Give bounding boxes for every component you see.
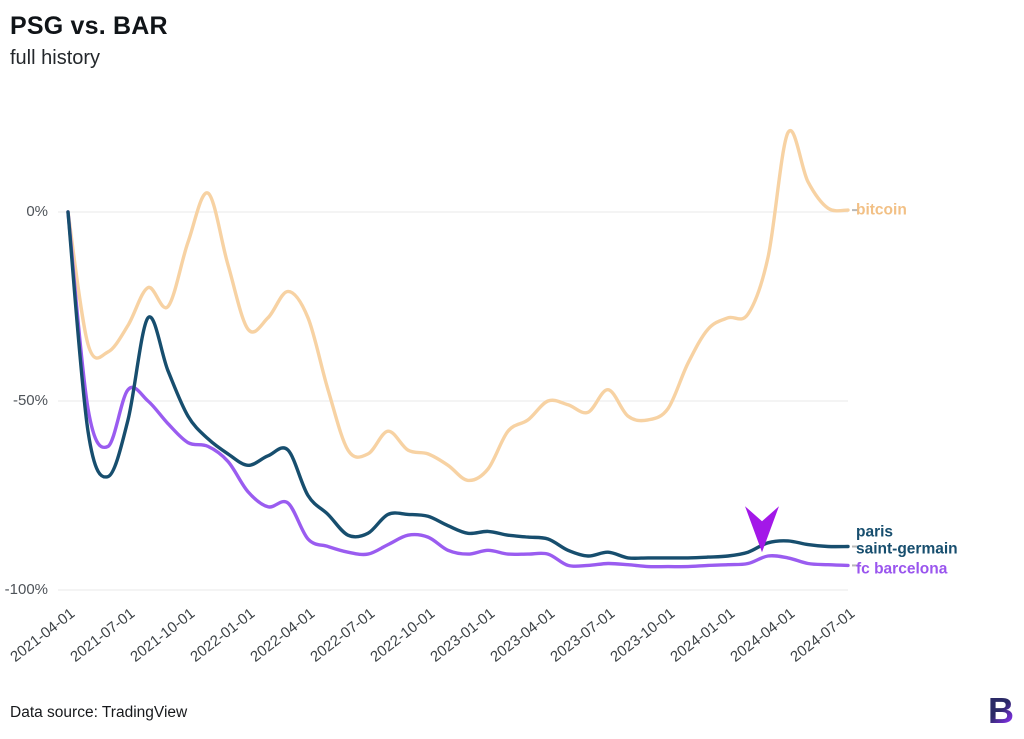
series-line-fc-barcelona (66, 210, 850, 569)
series-label-paris-saint-germain: paris saint-germain (856, 523, 958, 558)
brand-logo-b: B (988, 692, 1014, 730)
series-line-bitcoin (66, 128, 850, 483)
series-line-paris-saint-germain (66, 210, 850, 560)
y-axis-tick-label: -50% (12, 392, 48, 409)
page-subtitle: full history (10, 47, 101, 69)
series-label-fc-barcelona: fc barcelona (856, 560, 948, 578)
data-source-note: Data source: TradingView (10, 704, 188, 721)
down-arrow-annotation-icon (745, 506, 779, 553)
y-axis-tick-label: 0% (26, 203, 48, 220)
y-axis-tick-label: -100% (4, 581, 48, 598)
series-label-bitcoin: bitcoin (856, 201, 907, 219)
page-title: PSG vs. BAR (10, 12, 168, 40)
brand-logo-letter: B (988, 692, 1014, 730)
